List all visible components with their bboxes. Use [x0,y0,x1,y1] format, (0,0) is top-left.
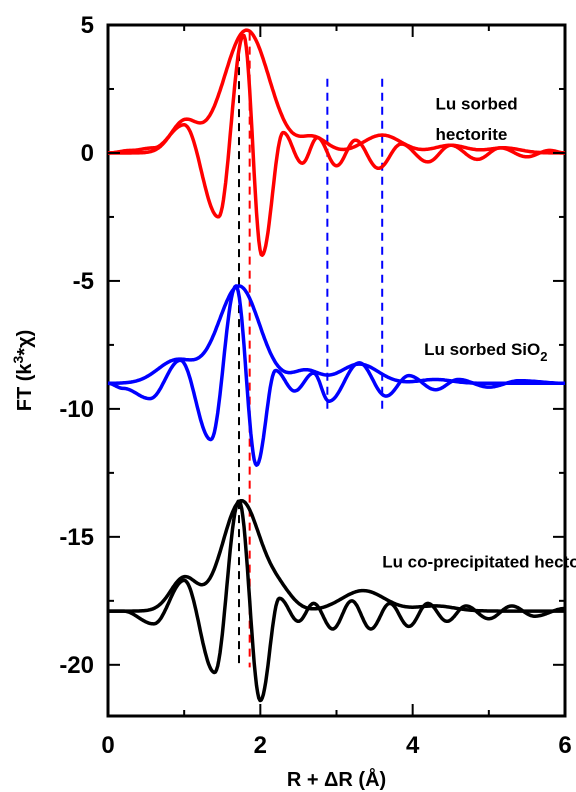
annotation-1: Lu sorbed [436,94,518,113]
x-tick-label: 4 [406,732,420,759]
y-axis-label-part: *χ) [14,330,36,356]
series-lu-co-precipitated-hectorite-imaginary [107,499,566,703]
axis-tick-labels: 0 2 4 6 5 0 -5 -10 -15 -20 [59,12,571,759]
series-lu-sorbed-sio2-magnitude [107,284,566,386]
reference-lines [238,32,384,668]
series-lu-sorbed-sio2-imaginary [107,284,566,467]
annotation-2: hectorite [436,125,508,144]
annotations: Lu sorbed hectorite Lu sorbed SiO2 Lu co-pr… [382,94,576,571]
y-tick-label: -15 [59,524,94,551]
y-tick-label: 0 [81,140,94,167]
x-tick-label: 2 [254,732,267,759]
series-group [107,28,566,703]
annotation-3: Lu sorbed SiO2 [424,340,547,364]
axis-ticks [107,24,566,716]
y-axis-label-part: 3 [10,355,26,363]
y-tick-label: -20 [59,652,94,679]
y-axis-label: FT (k3*χ) [10,330,36,412]
series-lu-co-precipitated-hectorite-magnitude [107,498,566,613]
annotation-subscript: 2 [540,349,547,364]
annotation-4: Lu co-precipitated hectorite [382,553,576,572]
y-tick-label: 5 [81,12,94,39]
y-axis-label-part: FT (k [14,363,36,412]
y-tick-label: -5 [73,268,94,295]
x-tick-label: 6 [558,732,571,759]
x-tick-label: 0 [101,732,114,759]
series-lu-sorbed-hectorite-magnitude [107,28,566,155]
series-lu-sorbed-hectorite-imaginary [107,33,566,257]
x-axis-label: R + ΔR (Å) [287,767,386,791]
y-tick-label: -10 [59,396,94,423]
